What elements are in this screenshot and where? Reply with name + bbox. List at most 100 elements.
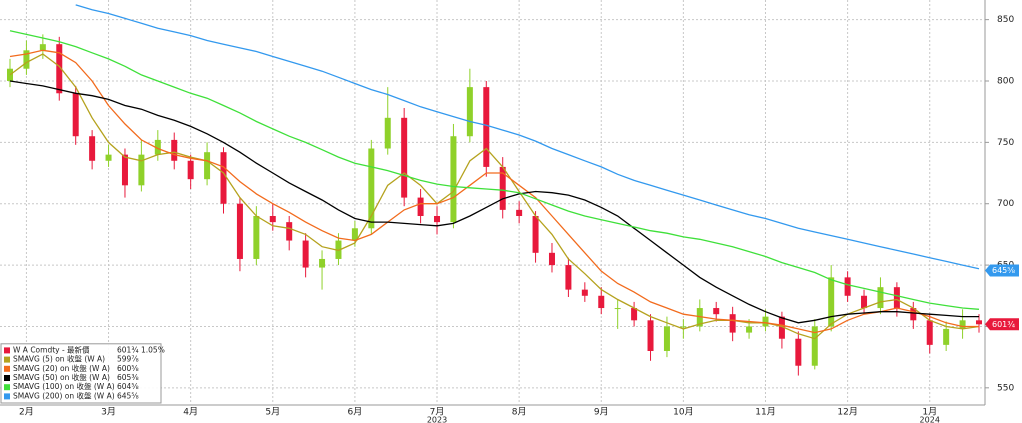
- x-tick-label: 1月: [922, 407, 937, 418]
- candle-body: [483, 87, 490, 167]
- price-tag: [985, 264, 1019, 277]
- candle-body: [236, 203, 243, 259]
- ma-line: [75, 4, 980, 270]
- legend-value: 605⅜: [117, 373, 139, 382]
- candle-body: [943, 328, 950, 345]
- y-tick-label: 800: [997, 77, 1014, 87]
- candle-body: [565, 265, 572, 290]
- legend-label: SMAVG (50) on 收盤 (W A): [13, 372, 110, 382]
- y-tick-label: 550: [997, 383, 1014, 393]
- candle-body: [532, 216, 539, 253]
- x-tick-label: 2月: [19, 407, 34, 418]
- candle-body: [729, 314, 736, 333]
- candle-body: [286, 222, 293, 241]
- candle-body: [844, 277, 851, 296]
- x-tick-label: 8月: [512, 407, 527, 418]
- candle-body: [893, 287, 900, 309]
- ma-line: [9, 53, 980, 340]
- legend-swatch: [4, 347, 10, 354]
- legend-change: 1.05%: [141, 345, 165, 354]
- candle-body: [877, 287, 884, 309]
- candle-body: [926, 320, 933, 345]
- price-tag: [985, 318, 1019, 331]
- ma-line: [9, 49, 979, 334]
- candle-body: [614, 308, 621, 310]
- candle-body: [319, 258, 326, 268]
- x-tick-label: 6月: [348, 407, 363, 418]
- candle-body: [959, 320, 966, 329]
- candle-body: [72, 93, 79, 137]
- legend-value: 601¾: [117, 345, 139, 354]
- candle-body: [253, 216, 260, 259]
- legend-label: SMAVG (200) on 收盤 (W A): [13, 390, 115, 400]
- x-tick-label: 11月: [755, 407, 775, 418]
- legend-box: [0, 343, 162, 404]
- candle-body: [811, 326, 818, 366]
- legend-value: 604⅝: [117, 382, 139, 391]
- candle-body: [105, 154, 112, 161]
- candle-body: [450, 136, 457, 223]
- candle-body: [762, 316, 769, 327]
- y-tick-label: 750: [997, 138, 1014, 148]
- candle-body: [548, 252, 555, 266]
- candle-body: [861, 295, 868, 309]
- candle-body: [171, 139, 178, 161]
- x-tick-label: 10月: [673, 407, 693, 418]
- x-tick-label: 4月: [183, 407, 198, 418]
- x-tick-label: 7月: [430, 407, 445, 418]
- candle-body: [56, 44, 63, 94]
- candle-body: [417, 197, 424, 216]
- candle-body: [663, 326, 670, 351]
- y-tick-label: 700: [997, 199, 1014, 209]
- x-tick-label: 3月: [101, 407, 116, 418]
- candle-body: [269, 216, 276, 223]
- x-year-label: 2023: [427, 416, 447, 423]
- legend-swatch: [4, 384, 10, 391]
- candle-body: [89, 136, 96, 161]
- candle-body: [746, 326, 753, 333]
- candle-body: [598, 295, 605, 309]
- legend-swatch: [4, 393, 10, 400]
- x-tick-label: 12月: [837, 407, 857, 418]
- candle-body: [138, 154, 145, 186]
- price-tag-label: 645⅝: [992, 266, 1015, 275]
- candle-body: [713, 308, 720, 315]
- x-tick-label: 5月: [265, 407, 280, 418]
- legend-swatch: [4, 356, 10, 363]
- candle-body: [795, 338, 802, 366]
- legend-swatch: [4, 365, 10, 372]
- candle-body: [401, 117, 408, 198]
- candle-body: [828, 277, 835, 327]
- candle-body: [154, 139, 161, 155]
- legend-label: W A Comdty - 最新價: [13, 344, 90, 354]
- candle-body: [680, 326, 687, 328]
- x-tick-label: 9月: [594, 407, 609, 418]
- ma-line: [9, 80, 979, 324]
- legend-value: 645⅝: [117, 391, 139, 400]
- legend-value: 600⅝: [117, 364, 139, 373]
- ma-line: [9, 30, 980, 310]
- x-year-label: 2024: [920, 416, 940, 423]
- legend-swatch: [4, 375, 10, 381]
- legend-value: 599⅞: [117, 355, 139, 364]
- candle-body: [466, 87, 473, 137]
- price-tag-label: 601¾: [992, 320, 1015, 329]
- candle-body: [220, 152, 227, 204]
- y-tick-label: 850: [997, 15, 1014, 25]
- legend-label: SMAVG (20) on 收盤 (W A): [13, 363, 110, 373]
- candle-body: [976, 320, 982, 325]
- candle-body: [434, 216, 441, 223]
- candle-body: [910, 308, 917, 321]
- candle-body: [351, 228, 358, 241]
- legend-label: SMAVG (100) on 收盤 (W A): [13, 381, 115, 391]
- candle-body: [516, 209, 523, 216]
- candle-body: [204, 152, 211, 180]
- candle-body: [581, 289, 588, 296]
- candle-body: [121, 154, 128, 186]
- labels: 5506006507007508008502月3月4月5月6月7月20238月9…: [19, 15, 1019, 423]
- marks: [7, 34, 982, 376]
- candle-body: [384, 117, 391, 149]
- lines: [9, 4, 980, 340]
